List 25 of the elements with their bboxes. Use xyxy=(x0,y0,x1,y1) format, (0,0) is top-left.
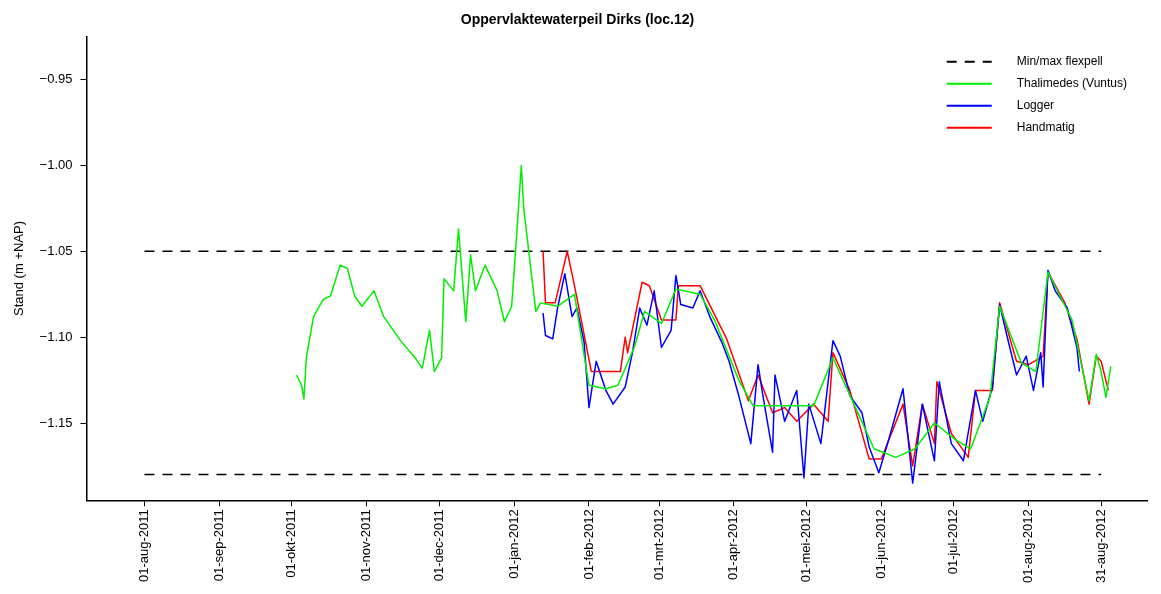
x-tick-label: 01-sep-2011 xyxy=(210,509,226,582)
x-tick-label: 01-jan-2012 xyxy=(505,509,521,579)
x-tick-label: 31-aug-2012 xyxy=(1092,509,1108,584)
x-tick-label: 01-mei-2012 xyxy=(797,509,813,583)
x-tick-label: 01-aug-2012 xyxy=(1020,509,1036,584)
legend-label: Logger xyxy=(1016,98,1055,113)
x-tick-label: 01-okt-2011 xyxy=(283,509,299,578)
y-tick-label: −1.15 xyxy=(39,414,73,430)
y-axis-title: Stand (m +NAP) xyxy=(11,221,27,317)
x-tick-label: 01-apr-2012 xyxy=(725,509,741,581)
legend-label: Min/max flexpell xyxy=(1016,54,1103,69)
chart-title: Oppervlaktewaterpeil Dirks (loc.12) xyxy=(460,11,695,28)
y-tick-label: −1.10 xyxy=(39,328,73,344)
y-tick-label: −1.00 xyxy=(39,157,73,173)
y-tick-label: −0.95 xyxy=(39,71,73,87)
legend-label: Thalimedes (Vuntus) xyxy=(1016,76,1128,91)
x-tick-label: 01-feb-2012 xyxy=(580,509,596,580)
x-tick-label: 01-dec-2011 xyxy=(430,509,446,582)
x-tick-label: 01-nov-2011 xyxy=(358,509,374,582)
x-tick-label: 01-jun-2012 xyxy=(872,509,888,579)
x-tick-label: 01-aug-2011 xyxy=(136,509,152,583)
y-tick-label: −1.05 xyxy=(39,242,73,258)
legend-label: Handmatig xyxy=(1016,120,1075,135)
x-tick-label: 01-mrt-2012 xyxy=(650,509,666,581)
x-tick-label: 01-jul-2012 xyxy=(945,509,961,575)
